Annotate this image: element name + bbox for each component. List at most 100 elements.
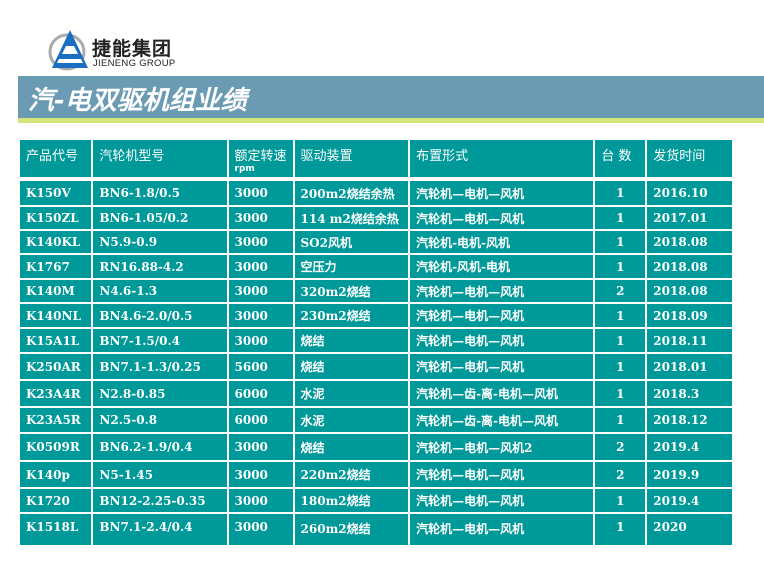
cell-turbine-model: RN16.88-4.2 — [91, 253, 229, 280]
cell-product-code: K23A5R — [17, 406, 94, 434]
cell-ship-date: 2018.01 — [645, 352, 734, 381]
cell-rated-speed: 3000 — [226, 302, 295, 329]
table-row: K150V BN6-1.8/0.5 3000 200m2烧结余热 汽轮机—电机—风机 1 2… — [17, 178, 734, 207]
cell-ship-date: 2018.11 — [645, 327, 734, 354]
cell-ship-date: 2018.3 — [645, 379, 734, 408]
cell-rated-speed: 3000 — [226, 512, 295, 547]
cell-rated-speed: 3000 — [226, 487, 295, 514]
title-stripe — [18, 118, 764, 123]
header-product-code: 产品代号 — [17, 138, 94, 180]
cell-layout: 汽轮机—电机—风机 — [408, 327, 596, 354]
cell-drive-device: 水泥 — [292, 379, 411, 408]
logo-triangle-icon — [48, 30, 88, 71]
cell-layout: 汽轮机—电机—风机 — [408, 278, 596, 304]
cell-quantity: 1 — [593, 327, 648, 354]
cell-ship-date: 2019.9 — [645, 460, 734, 489]
cell-product-code: K140M — [17, 278, 94, 304]
logo-en: JIENENG GROUP — [93, 58, 176, 69]
cell-turbine-model: BN7.1-2.4/0.4 — [91, 512, 229, 547]
cell-rated-speed: 6000 — [226, 406, 295, 434]
header-quantity: 台 数 — [593, 138, 648, 180]
cell-rated-speed: 5600 — [226, 352, 295, 381]
cell-layout: 汽轮机—电机—风机 — [408, 460, 596, 489]
cell-ship-date: 2020 — [645, 512, 734, 547]
cell-drive-device: SO2风机 — [292, 229, 411, 255]
cell-quantity: 1 — [593, 178, 648, 207]
cell-layout: 汽轮机—电机—风机 — [408, 512, 596, 547]
cell-drive-device: 烧结 — [292, 432, 411, 462]
cell-rated-speed: 3000 — [226, 253, 295, 280]
cell-turbine-model: N5-1.45 — [91, 460, 229, 489]
table-row: K140KL N5.9-0.9 3000 SO2风机 汽轮机-电机-风机 1 2018.08 — [17, 229, 734, 255]
cell-ship-date: 2018.08 — [645, 253, 734, 280]
cell-product-code: K150ZL — [17, 205, 94, 231]
cell-layout: 汽轮机—齿-离-电机—风机 — [408, 406, 596, 434]
cell-rated-speed: 6000 — [226, 379, 295, 408]
cell-drive-device: 烧结 — [292, 352, 411, 381]
performance-table: 产品代号 汽轮机型号 额定转速 rpm 驱动装置 布置形式 台 数 发货时间 K1… — [17, 138, 734, 547]
cell-turbine-model: BN6-1.8/0.5 — [91, 178, 229, 207]
cell-quantity: 2 — [593, 432, 648, 462]
cell-quantity: 1 — [593, 512, 648, 547]
header-drive-device: 驱动装置 — [292, 138, 411, 180]
cell-product-code: K140KL — [17, 229, 94, 255]
cell-turbine-model: BN4.6-2.0/0.5 — [91, 302, 229, 329]
cell-turbine-model: BN7.1-1.3/0.25 — [91, 352, 229, 381]
cell-turbine-model: N5.9-0.9 — [91, 229, 229, 255]
title-bar: 汽-电双驱机组业绩 — [18, 76, 764, 118]
table-header: 产品代号 汽轮机型号 额定转速 rpm 驱动装置 布置形式 台 数 发货时间 — [17, 138, 734, 180]
table-row: K250AR BN7.1-1.3/0.25 5600 烧结 汽轮机—电机—风机 1 2018… — [17, 352, 734, 381]
cell-layout: 汽轮机-电机-风机 — [408, 229, 596, 255]
table-row: K1518L BN7.1-2.4/0.4 3000 260m2烧结 汽轮机—电机—风机 1… — [17, 512, 734, 547]
cell-quantity: 1 — [593, 302, 648, 329]
cell-layout: 汽轮机—电机—风机 — [408, 205, 596, 231]
cell-drive-device: 320m2烧结 — [292, 278, 411, 304]
cell-ship-date: 2019.4 — [645, 487, 734, 514]
cell-ship-date: 2018.08 — [645, 229, 734, 255]
cell-ship-date: 2019.4 — [645, 432, 734, 462]
cell-layout: 汽轮机—齿-离-电机—风机 — [408, 379, 596, 408]
cell-turbine-model: BN6-1.05/0.2 — [91, 205, 229, 231]
cell-product-code: K1518L — [17, 512, 94, 547]
cell-ship-date: 2016.10 — [645, 178, 734, 207]
cell-rated-speed: 3000 — [226, 278, 295, 304]
cell-product-code: K15A1L — [17, 327, 94, 354]
table-row: K15A1L BN7-1.5/0.4 3000 烧结 汽轮机—电机—风机 1 2018.11 — [17, 327, 734, 354]
logo-cn: 捷能集团 — [92, 38, 173, 60]
cell-turbine-model: BN12-2.25-0.35 — [91, 487, 229, 514]
speed-unit: rpm — [234, 164, 255, 174]
table-row: K1720 BN12-2.25-0.35 3000 180m2烧结 汽轮机—电机—风机 1… — [17, 487, 734, 514]
table-row: K140M N4.6-1.3 3000 320m2烧结 汽轮机—电机—风机 2 2018.0… — [17, 278, 734, 304]
cell-quantity: 2 — [593, 278, 648, 304]
table-row: K0509R BN6.2-1.9/0.4 3000 烧结 汽轮机—电机—风机2 2 2019… — [17, 432, 734, 462]
header-layout: 布置形式 — [408, 138, 596, 180]
cell-layout: 汽轮机—电机—风机 — [408, 487, 596, 514]
cell-product-code: K1767 — [17, 253, 94, 280]
cell-layout: 汽轮机-风机-电机 — [408, 253, 596, 280]
cell-layout: 汽轮机—电机—风机 — [408, 352, 596, 381]
table-row: K140NL BN4.6-2.0/0.5 3000 230m2烧结 汽轮机—电机—风机 1… — [17, 302, 734, 329]
header-turbine-model: 汽轮机型号 — [91, 138, 229, 180]
cell-quantity: 1 — [593, 253, 648, 280]
cell-quantity: 1 — [593, 379, 648, 408]
header-rated-speed: 额定转速 rpm — [226, 138, 295, 180]
cell-turbine-model: N2.5-0.8 — [91, 406, 229, 434]
cell-ship-date: 2018.08 — [645, 278, 734, 304]
cell-drive-device: 114 m2烧结余热 — [292, 205, 411, 231]
cell-rated-speed: 3000 — [226, 178, 295, 207]
table-row: K23A5R N2.5-0.8 6000 水泥 汽轮机—齿-离-电机—风机 1 2018.1… — [17, 406, 734, 434]
company-logo: 捷能集团 JIENENG GROUP — [48, 28, 188, 72]
table-row: K23A4R N2.8-0.85 6000 水泥 汽轮机—齿-离-电机—风机 1 2018.… — [17, 379, 734, 408]
cell-product-code: K140NL — [17, 302, 94, 329]
cell-ship-date: 2017.01 — [645, 205, 734, 231]
cell-quantity: 1 — [593, 406, 648, 434]
cell-layout: 汽轮机—电机—风机 — [408, 178, 596, 207]
cell-drive-device: 烧结 — [292, 327, 411, 354]
cell-layout: 汽轮机—电机—风机2 — [408, 432, 596, 462]
cell-product-code: K150V — [17, 178, 94, 207]
cell-quantity: 2 — [593, 460, 648, 489]
cell-rated-speed: 3000 — [226, 229, 295, 255]
cell-turbine-model: N2.8-0.85 — [91, 379, 229, 408]
cell-quantity: 1 — [593, 487, 648, 514]
cell-product-code: K1720 — [17, 487, 94, 514]
